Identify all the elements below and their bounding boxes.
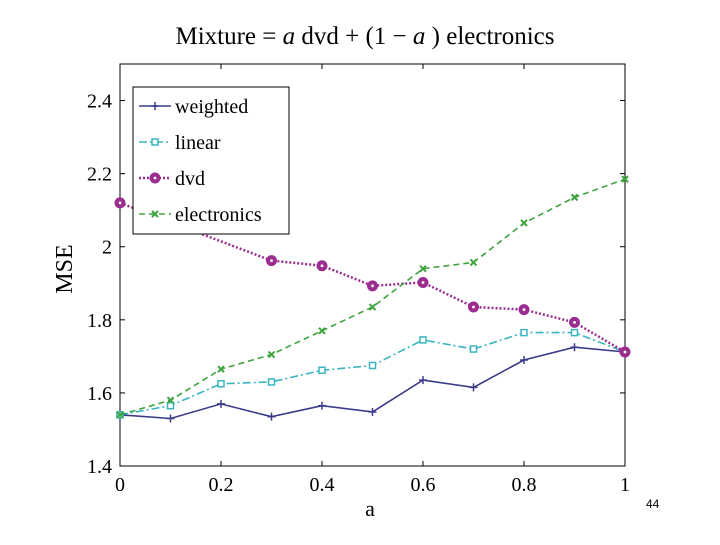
marker-circle-dot [522, 308, 526, 311]
marker-square [419, 336, 427, 344]
title-part: ) electronics [425, 23, 554, 50]
legend-label: electronics [175, 204, 262, 226]
legend-label: weighted [175, 96, 248, 118]
legend-item: dvd [139, 168, 205, 190]
marker-x [621, 175, 629, 183]
title-part: Mixture = [175, 23, 282, 50]
plot-area: 0 0.2 0.4 0.6 0.8 1 1.4 1.6 1.8 2 2.2 2.4 weighted li… [87, 63, 631, 496]
marker-x [166, 396, 175, 404]
y-tick-label: 2.4 [87, 91, 112, 113]
x-axis-label: a [365, 496, 375, 521]
marker-stroke [318, 327, 326, 335]
legend-label: dvd [175, 168, 205, 190]
marker-circle-dot [320, 264, 324, 268]
chart-title: Mixture = a dvd + (1 − a ) electronics [175, 23, 554, 50]
marker-stroke [166, 396, 175, 404]
marker-x [151, 210, 159, 218]
marker-circle-dot [573, 320, 576, 324]
legend: weighted linear dvd electronics [132, 86, 290, 235]
series-line [119, 178, 626, 416]
marker-plus [217, 399, 225, 408]
legend-item: weighted [139, 96, 248, 118]
marker-x [520, 219, 528, 227]
series-electronics [116, 175, 629, 419]
marker-plus [469, 383, 478, 392]
marker-stroke [368, 303, 377, 311]
title-part: dvd + (1 − [295, 23, 413, 50]
marker-stroke [469, 258, 478, 267]
marker-square [368, 361, 377, 370]
legend-item: linear [139, 132, 221, 154]
y-tick-label: 1.8 [87, 310, 112, 332]
marker-square [570, 328, 579, 337]
marker-plus [166, 414, 175, 423]
marker-x [570, 193, 579, 202]
marker-square [267, 378, 276, 386]
series-weighted [116, 343, 629, 423]
marker-square [469, 345, 478, 353]
y-axis-label: MSE [52, 244, 78, 293]
marker-x [419, 264, 427, 273]
x-tick-label: 0.8 [512, 474, 537, 496]
marker-x [116, 411, 124, 419]
title-part: a [283, 23, 296, 50]
marker-stroke [116, 411, 124, 419]
series-line [119, 346, 626, 420]
marker-x [267, 350, 276, 359]
marker-circle-dot [623, 350, 627, 354]
marker-plus [318, 401, 326, 410]
marker-circle-dot [472, 305, 475, 309]
marker-square [318, 366, 326, 375]
x-tick-label: 1 [620, 474, 630, 496]
marker-circle-dot [371, 284, 374, 288]
series-linear [116, 328, 629, 419]
x-tick-label: 0.2 [209, 474, 234, 496]
marker-square [151, 138, 159, 146]
y-tick-label: 1.4 [87, 456, 112, 478]
marker-stroke [570, 193, 579, 202]
marker-square [166, 401, 175, 410]
marker-x [469, 258, 478, 267]
marker-stroke [267, 350, 276, 359]
marker-plus [151, 102, 159, 110]
marker-stroke [419, 264, 427, 273]
marker-stroke [520, 219, 528, 227]
x-tick-label: 0.6 [411, 474, 436, 496]
marker-plus [368, 407, 377, 416]
marker-circle-dot [421, 281, 425, 284]
y-tick-label: 2 [102, 237, 112, 259]
y-tick-label: 1.6 [87, 383, 112, 405]
marker-x [368, 303, 377, 311]
legend-box [132, 86, 290, 235]
axes-frame [119, 63, 626, 467]
marker-stroke [151, 210, 159, 218]
marker-plus [570, 343, 579, 352]
marker-circle-dot [270, 259, 273, 263]
y-tick-label: 2.2 [87, 164, 112, 186]
marker-stroke [217, 365, 225, 373]
marker-plus [267, 412, 276, 421]
marker-x [318, 327, 326, 335]
marker-stroke [621, 175, 629, 183]
series-dvd [114, 197, 631, 358]
marker-circle-dot [118, 201, 122, 205]
marker-circle-dot [153, 176, 157, 180]
marker-plus [520, 356, 528, 365]
marker-x [217, 365, 225, 373]
x-tick-label: 0.4 [310, 474, 335, 496]
title-part: a [413, 23, 426, 50]
marker-square [217, 380, 225, 388]
marker-plus [419, 376, 427, 385]
page-number: 44 [646, 497, 660, 511]
legend-item: electronics [139, 204, 262, 226]
legend-label: linear [175, 132, 221, 154]
series-line [119, 331, 626, 416]
x-tick-label: 0 [115, 474, 125, 496]
marker-square [520, 328, 528, 337]
